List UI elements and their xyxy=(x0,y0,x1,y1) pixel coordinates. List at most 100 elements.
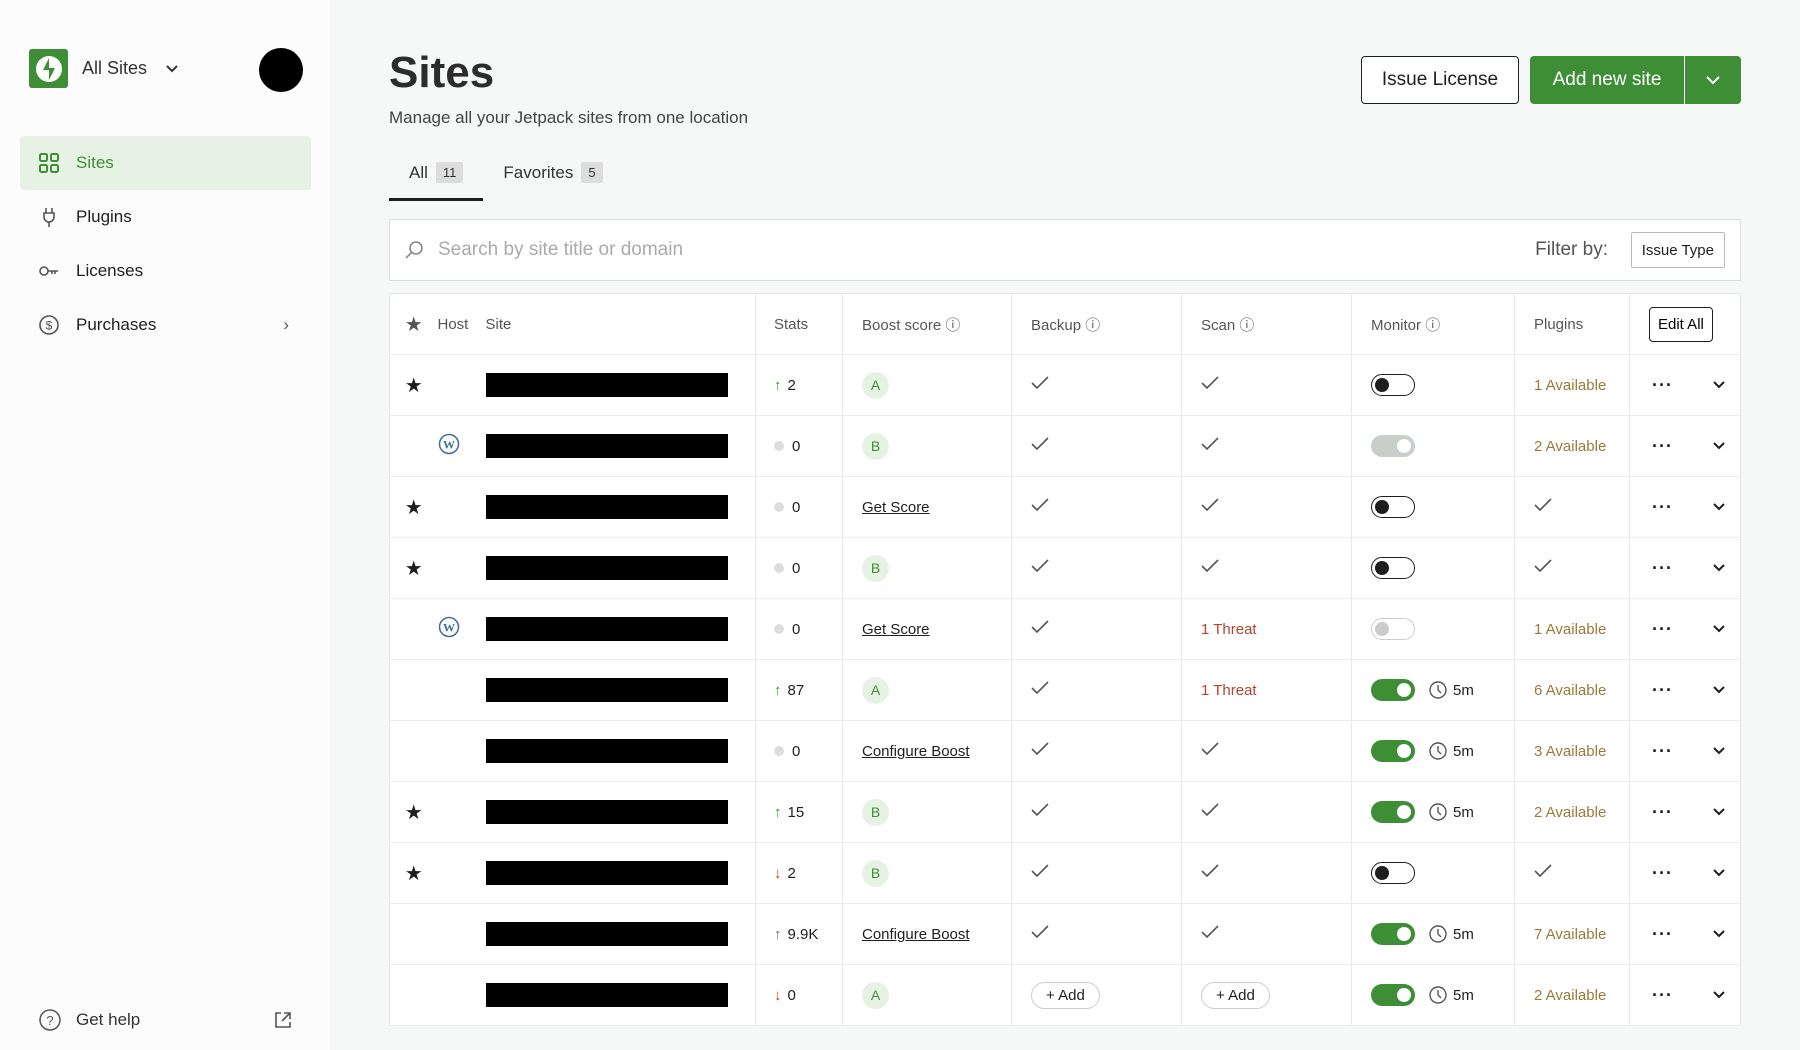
add-new-site-button[interactable]: Add new site xyxy=(1530,56,1684,104)
monitor-interval[interactable]: 5m xyxy=(1429,925,1474,943)
stats-cell[interactable]: 0 xyxy=(755,598,843,660)
stats-cell[interactable]: 0 xyxy=(755,415,843,477)
monitor-toggle[interactable] xyxy=(1371,435,1415,457)
monitor-toggle[interactable] xyxy=(1371,984,1415,1006)
info-icon[interactable]: ⓘ xyxy=(1085,316,1101,334)
site-selector[interactable]: All Sites xyxy=(82,58,179,79)
stats-cell[interactable]: ↑ 87 xyxy=(755,659,843,721)
monitor-toggle[interactable] xyxy=(1371,679,1415,701)
chevron-down-icon[interactable] xyxy=(1712,868,1726,878)
plugins-available-link[interactable]: 7 Available xyxy=(1534,925,1607,943)
boost-action-link[interactable]: Get Score xyxy=(862,498,930,516)
monitor-toggle[interactable] xyxy=(1371,740,1415,762)
add-site-dropdown-button[interactable] xyxy=(1685,56,1741,104)
monitor-toggle[interactable] xyxy=(1371,496,1415,518)
star-icon[interactable]: ★ xyxy=(404,496,423,519)
chevron-down-icon[interactable] xyxy=(1712,685,1726,695)
more-options-icon[interactable]: ··· xyxy=(1652,862,1673,883)
stats-cell[interactable]: 0 xyxy=(755,537,843,599)
table-row[interactable]: ★ ↓ 2 B ··· xyxy=(389,842,1741,904)
favorite-cell[interactable]: ★ xyxy=(389,781,438,843)
sidebar-item-licenses[interactable]: Licenses xyxy=(20,244,311,298)
star-icon[interactable]: ★ xyxy=(404,801,423,824)
more-options-icon[interactable]: ··· xyxy=(1652,923,1673,944)
more-options-icon[interactable]: ··· xyxy=(1652,618,1673,639)
table-row[interactable]: 0 Configure Boost 5m 3 Available ··· xyxy=(389,720,1741,782)
site-cell[interactable] xyxy=(485,659,756,721)
monitor-toggle[interactable] xyxy=(1371,557,1415,579)
site-cell[interactable] xyxy=(485,842,756,904)
sidebar-item-sites[interactable]: Sites xyxy=(20,136,311,190)
table-row[interactable]: ★ 0 B ··· xyxy=(389,537,1741,599)
chevron-down-icon[interactable] xyxy=(1712,990,1726,1000)
get-help-link[interactable]: ? Get help xyxy=(38,1008,293,1032)
boost-action-link[interactable]: Configure Boost xyxy=(862,925,970,943)
chevron-down-icon[interactable] xyxy=(1712,502,1726,512)
site-cell[interactable] xyxy=(485,415,756,477)
monitor-interval[interactable]: 5m xyxy=(1429,681,1474,699)
site-cell[interactable] xyxy=(485,476,756,538)
chevron-down-icon[interactable] xyxy=(1712,929,1726,939)
threat-link[interactable]: 1 Threat xyxy=(1201,620,1257,638)
site-cell[interactable] xyxy=(485,598,756,660)
star-icon[interactable]: ★ xyxy=(404,374,423,397)
sidebar-item-plugins[interactable]: Plugins xyxy=(20,190,311,244)
plugins-available-link[interactable]: 6 Available xyxy=(1534,681,1607,699)
boost-action-link[interactable]: Get Score xyxy=(862,620,930,638)
favorite-cell[interactable]: ★ xyxy=(389,842,438,904)
favorite-cell[interactable] xyxy=(389,659,438,721)
info-icon[interactable]: ⓘ xyxy=(945,316,961,334)
add-scan-button[interactable]: + Add xyxy=(1201,981,1270,1009)
monitor-interval[interactable]: 5m xyxy=(1429,803,1474,821)
site-cell[interactable] xyxy=(485,720,756,782)
chevron-down-icon[interactable] xyxy=(1712,563,1726,573)
favorite-cell[interactable] xyxy=(389,903,438,965)
avatar[interactable] xyxy=(259,48,303,92)
favorite-cell[interactable] xyxy=(389,720,438,782)
monitor-toggle[interactable] xyxy=(1371,618,1415,640)
stats-cell[interactable]: ↑ 15 xyxy=(755,781,843,843)
boost-action-link[interactable]: Configure Boost xyxy=(862,742,970,760)
table-row[interactable]: ↑ 9.9K Configure Boost 5m 7 Available ··· xyxy=(389,903,1741,965)
stats-cell[interactable]: 0 xyxy=(755,476,843,538)
stats-cell[interactable]: ↑ 9.9K xyxy=(755,903,843,965)
more-options-icon[interactable]: ··· xyxy=(1652,496,1673,517)
site-cell[interactable] xyxy=(485,781,756,843)
table-row[interactable]: ↑ 87 A 1 Threat 5m 6 Available ··· xyxy=(389,659,1741,721)
chevron-down-icon[interactable] xyxy=(1712,624,1726,634)
star-icon[interactable]: ★ xyxy=(404,862,423,885)
issue-type-filter-button[interactable]: Issue Type xyxy=(1630,232,1725,268)
sidebar-item-purchases[interactable]: $ Purchases › xyxy=(20,298,311,352)
chevron-down-icon[interactable] xyxy=(1712,441,1726,451)
monitor-interval[interactable]: 5m xyxy=(1429,742,1474,760)
site-cell[interactable] xyxy=(485,964,756,1026)
tab-favorites[interactable]: Favorites 5 xyxy=(483,158,622,201)
table-row[interactable]: ★ ↑ 15 B 5m 2 Available ··· xyxy=(389,781,1741,843)
stats-cell[interactable]: ↓ 0 xyxy=(755,964,843,1026)
chevron-down-icon[interactable] xyxy=(1712,380,1726,390)
more-options-icon[interactable]: ··· xyxy=(1652,740,1673,761)
favorite-cell[interactable]: ★ xyxy=(389,354,438,416)
monitor-toggle[interactable] xyxy=(1371,374,1415,396)
site-cell[interactable] xyxy=(485,903,756,965)
stats-cell[interactable]: ↑ 2 xyxy=(755,354,843,416)
favorite-cell[interactable] xyxy=(389,415,438,477)
issue-license-button[interactable]: Issue License xyxy=(1361,56,1519,104)
more-options-icon[interactable]: ··· xyxy=(1652,984,1673,1005)
table-row[interactable]: ↓ 0 A + Add + Add 5m 2 Available ··· xyxy=(389,964,1741,1026)
threat-link[interactable]: 1 Threat xyxy=(1201,681,1257,699)
search-input[interactable] xyxy=(438,239,1338,261)
table-row[interactable]: W 0 B 2 Available ··· xyxy=(389,415,1741,477)
site-cell[interactable] xyxy=(485,537,756,599)
favorite-cell[interactable]: ★ xyxy=(389,476,438,538)
chevron-down-icon[interactable] xyxy=(1712,746,1726,756)
favorite-cell[interactable] xyxy=(389,598,438,660)
monitor-toggle[interactable] xyxy=(1371,862,1415,884)
favorite-cell[interactable]: ★ xyxy=(389,537,438,599)
favorite-column-header[interactable]: ★ xyxy=(389,293,438,355)
chevron-down-icon[interactable] xyxy=(1712,807,1726,817)
site-cell[interactable] xyxy=(485,354,756,416)
plugins-available-link[interactable]: 2 Available xyxy=(1534,437,1607,455)
plugins-available-link[interactable]: 1 Available xyxy=(1534,376,1607,394)
stats-cell[interactable]: 0 xyxy=(755,720,843,782)
